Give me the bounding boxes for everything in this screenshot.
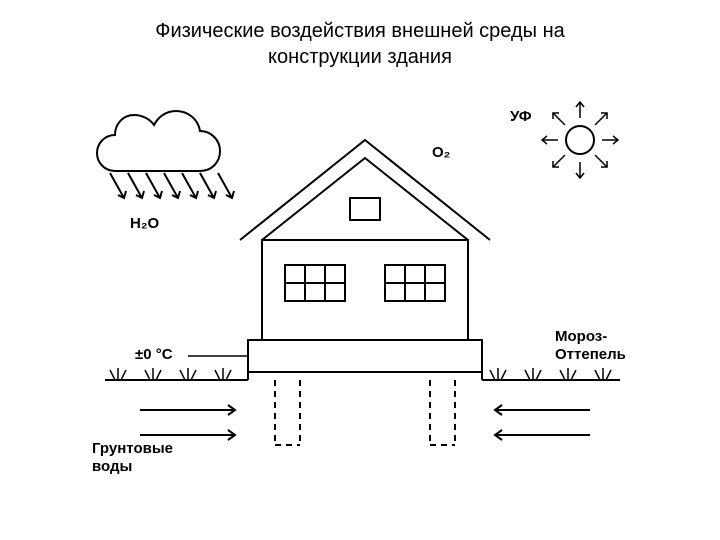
label-ground-1: Грунтовые: [92, 440, 173, 457]
diagram-canvas: H₂O O₂ УФ ±0 °C Мороз- Оттепель Грунтовы…: [0, 80, 720, 540]
foundation: [275, 380, 455, 445]
label-o2: O₂: [432, 144, 450, 161]
groundwater-arrows-left: [140, 405, 235, 440]
house-body: [262, 240, 468, 340]
rain-arrows: [110, 173, 234, 198]
title-line-1: Физические воздействия внешней среды на: [155, 20, 565, 42]
cloud-icon: [97, 111, 220, 171]
house-roof: [240, 140, 490, 240]
label-temp: ±0 °C: [135, 346, 173, 363]
label-ground-2: воды: [92, 458, 132, 475]
label-uv: УФ: [510, 108, 532, 125]
sun-icon: [542, 102, 618, 178]
label-frost-2: Оттепель: [555, 346, 626, 363]
label-frost-1: Мороз-: [555, 328, 607, 345]
title-line-2: конструкции здания: [268, 46, 452, 68]
label-h2o: H₂O: [130, 215, 159, 232]
house-plinth: [248, 340, 482, 372]
ground-line: [105, 368, 620, 380]
page-title: Физические воздействия внешней среды на …: [0, 0, 720, 70]
groundwater-arrows-right: [495, 405, 590, 440]
